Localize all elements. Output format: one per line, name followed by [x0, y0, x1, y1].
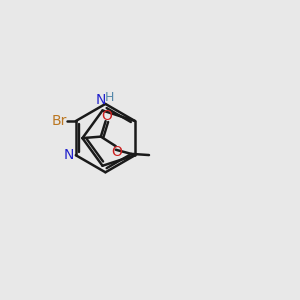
Text: O: O [111, 145, 122, 159]
Text: N: N [96, 94, 106, 107]
Text: H: H [104, 92, 114, 104]
Text: O: O [101, 109, 112, 122]
Text: N: N [64, 148, 74, 162]
Text: Br: Br [51, 114, 67, 128]
